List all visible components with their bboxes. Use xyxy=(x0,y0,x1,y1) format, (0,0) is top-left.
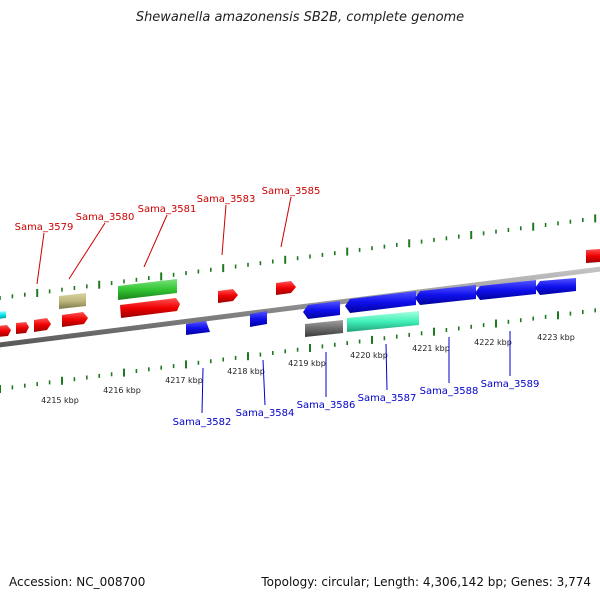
label-leader xyxy=(280,196,292,248)
gene-arrow[interactable] xyxy=(305,320,343,337)
gene-arrow[interactable] xyxy=(475,280,536,300)
gene-arrow[interactable] xyxy=(276,281,296,295)
scale-label: 4222 kbp xyxy=(474,338,512,347)
scale-labels: 4215 kbp 4216 kbp 4217 kbp 4218 kbp 4219… xyxy=(41,333,575,405)
gene-label: Sama_3587 xyxy=(358,393,417,404)
gene-arrow[interactable] xyxy=(250,311,267,327)
gene-arrow[interactable] xyxy=(16,322,29,334)
scale-label: 4223 kbp xyxy=(537,333,575,342)
scale-ticks-top xyxy=(0,214,597,300)
gene-label: Sama_3581 xyxy=(138,204,197,215)
accession-text: Accession: NC_008700 xyxy=(9,575,146,589)
gene-label: Sama_3584 xyxy=(236,408,295,419)
gene-label: Sama_3582 xyxy=(173,417,232,428)
scale-label: 4220 kbp xyxy=(350,351,388,360)
gene-label: Sama_3579 xyxy=(15,222,74,233)
gene-label: Sama_3586 xyxy=(297,400,356,411)
gene-arrow[interactable] xyxy=(0,325,11,337)
gene-arrow[interactable] xyxy=(34,318,51,332)
gene-label: Sama_3585 xyxy=(262,186,321,197)
gene-labels-bottom: Sama_3582 Sama_3584 Sama_3586 Sama_3587 … xyxy=(173,331,540,428)
gene-label: Sama_3589 xyxy=(481,379,540,390)
gene-arrow[interactable] xyxy=(347,311,419,332)
genome-backbone xyxy=(0,266,600,348)
label-leader xyxy=(221,204,227,256)
scale-label: 4218 kbp xyxy=(227,367,265,376)
label-leader xyxy=(262,359,266,406)
gene-arrow[interactable] xyxy=(415,285,476,305)
gene-arrow[interactable] xyxy=(535,278,576,295)
scale-label: 4219 kbp xyxy=(288,359,326,368)
scale-label: 4216 kbp xyxy=(103,386,141,395)
genome-title: Shewanella amazonensis SB2B, complete ge… xyxy=(135,10,465,25)
gene-arrow[interactable] xyxy=(303,301,340,319)
gene-arrow[interactable] xyxy=(586,249,600,263)
topology-text: Topology: circular; Length: 4,306,142 bp… xyxy=(261,575,591,589)
label-leader xyxy=(143,214,168,268)
scale-label: 4217 kbp xyxy=(165,376,203,385)
scale-label: 4215 kbp xyxy=(41,396,79,405)
gene-arrow[interactable] xyxy=(120,298,180,318)
gene-label: Sama_3588 xyxy=(420,386,479,397)
scale-label: 4221 kbp xyxy=(412,344,450,353)
gene-arrow[interactable] xyxy=(345,291,416,313)
label-leader xyxy=(385,343,388,391)
gene-labels-top: Sama_3579 Sama_3580 Sama_3581 Sama_3583 … xyxy=(15,186,321,285)
gene-arrow[interactable] xyxy=(59,293,86,309)
gene-arrow[interactable] xyxy=(186,321,210,335)
feature-track xyxy=(0,249,600,337)
gene-arrow[interactable] xyxy=(0,311,6,319)
gene-arrow[interactable] xyxy=(218,289,238,303)
label-leader xyxy=(36,232,45,285)
gene-label: Sama_3580 xyxy=(76,212,135,223)
label-leader xyxy=(201,367,204,414)
scale-ticks-bottom xyxy=(0,308,597,393)
gene-label: Sama_3583 xyxy=(197,194,256,205)
gene-arrow[interactable] xyxy=(118,279,177,300)
gene-arrow[interactable] xyxy=(62,312,88,327)
label-leader xyxy=(68,222,106,280)
